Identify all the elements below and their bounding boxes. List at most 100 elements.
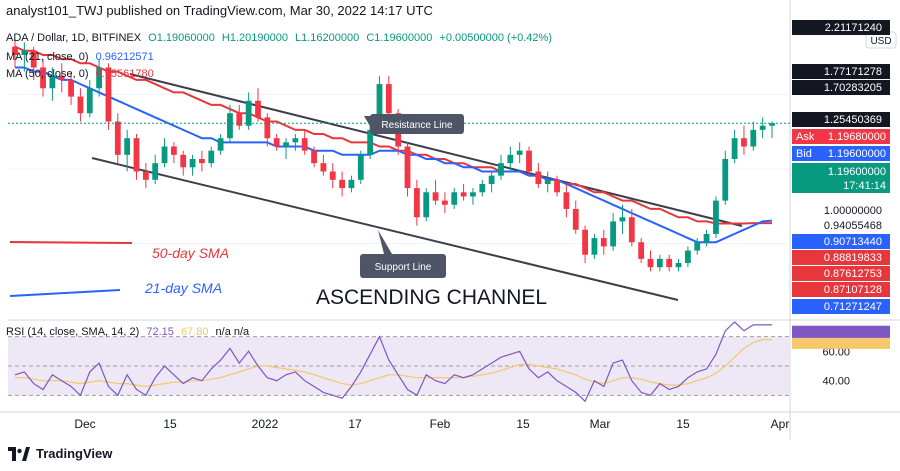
- candle-body: [292, 138, 299, 143]
- rsi-value: 72.15: [146, 326, 174, 338]
- time-label: 17: [348, 417, 362, 431]
- last-bg: [792, 163, 890, 193]
- candles: [8, 38, 790, 272]
- rsi-extra: n/a n/a: [215, 326, 250, 338]
- low-value: L1.16200000: [295, 32, 360, 44]
- high-value: H1.20190000: [221, 32, 288, 44]
- price-label-bg: [792, 266, 890, 281]
- candle-body: [423, 192, 430, 218]
- price-label-bg: [792, 299, 890, 314]
- resistance-callout: [370, 114, 464, 134]
- candle-body: [572, 208, 579, 230]
- price-label: 1.70283205: [824, 82, 882, 94]
- ma21-legend[interactable]: MA (21, close, 0) 0.96212571: [6, 51, 158, 63]
- open-value: O1.19060000: [148, 32, 215, 44]
- candle-body: [591, 238, 598, 255]
- change-value: +0.00500000 (+0.42%): [439, 32, 552, 44]
- candle-body: [385, 84, 392, 114]
- candle-body: [283, 142, 289, 147]
- candle-body: [367, 129, 374, 155]
- candle-body: [236, 113, 243, 126]
- candle-body: [227, 113, 233, 139]
- time-label: 15: [163, 417, 177, 431]
- candle-body: [554, 179, 560, 193]
- candle-body: [348, 179, 355, 189]
- candle-body: [133, 138, 140, 172]
- candle-body: [741, 138, 747, 147]
- brand-name: TradingView: [36, 446, 113, 461]
- candle-body: [161, 146, 168, 164]
- candle-body: [638, 242, 645, 259]
- sma50-key-line: [9, 241, 133, 244]
- candle-body: [600, 238, 607, 247]
- candle-body: [12, 46, 18, 55]
- candle-body: [30, 50, 37, 68]
- price-label: 0.87107128: [824, 284, 882, 296]
- rsi-band: [8, 336, 790, 396]
- candle-body: [208, 150, 215, 164]
- price-label: 0.87612753: [824, 268, 882, 280]
- time-axis[interactable]: Dec 15 2022 17 Feb 15 Mar 15 Apr: [74, 417, 789, 431]
- last-value: 1.19600000: [828, 166, 886, 178]
- sma50-annotation: 50-day SMA: [152, 245, 229, 261]
- price-label: 1.00000000: [824, 205, 882, 217]
- ma50-value: 0.95561780: [95, 68, 154, 80]
- bid-bg: [792, 146, 890, 161]
- tradingview-logo[interactable]: TradingView: [8, 446, 112, 461]
- candle-body: [58, 75, 65, 80]
- symbol-label: ADA / Dollar, 1D, BITFINEX: [6, 32, 142, 44]
- candle-body: [339, 179, 345, 189]
- price-label: 0.90713440: [824, 236, 882, 248]
- candle-body: [77, 96, 84, 114]
- candle-body: [619, 217, 626, 222]
- ma50-legend[interactable]: MA (50, close, 0) 0.95561780: [6, 68, 158, 80]
- ma50-label: MA (50, close, 0): [6, 68, 89, 80]
- candle-body: [96, 67, 103, 89]
- candle-body: [703, 233, 710, 243]
- price-label: 0.88819833: [824, 252, 882, 264]
- candle-body: [320, 163, 327, 172]
- rsi-axis-label: 40.00: [822, 376, 850, 388]
- candle-body: [526, 150, 532, 172]
- published-by: analyst101_TWJ published on TradingView.…: [6, 3, 433, 18]
- candle-body: [189, 159, 196, 168]
- candle-body: [675, 263, 682, 268]
- support-callout: [360, 254, 446, 278]
- rsi-sma-value: 67.80: [180, 326, 209, 338]
- candle-body: [535, 171, 542, 184]
- price-label-bg: [792, 282, 890, 297]
- candle-body: [647, 258, 654, 268]
- candle-body: [311, 150, 317, 164]
- price-scale[interactable]: USD 2.21171240 1.77171278 1.70283205 1.25450…: [792, 20, 897, 388]
- ask-label: Ask: [796, 131, 815, 143]
- time-label: Dec: [74, 417, 95, 431]
- bid-label: Bid: [796, 148, 812, 160]
- candle-body: [49, 75, 56, 89]
- currency-label: USD: [870, 36, 891, 47]
- candle-body: [404, 146, 411, 189]
- rsi-axis-label: 60.00: [822, 346, 850, 358]
- price-label-bg: [792, 64, 890, 79]
- ma50-line: [14, 45, 772, 225]
- candle-body: [40, 67, 46, 89]
- candle-body: [170, 146, 177, 155]
- symbol-legend[interactable]: ADA / Dollar, 1D, BITFINEX O1.19060000 H…: [6, 32, 556, 44]
- candle-body: [759, 125, 766, 130]
- candle-body: [656, 258, 663, 268]
- rsi-legend[interactable]: RSI (14, close, SMA, 14, 2) 72.15 67.80 …: [6, 326, 253, 338]
- candle-body: [442, 200, 448, 205]
- candle-body: [301, 138, 308, 151]
- candle-body: [329, 171, 336, 180]
- candle-body: [68, 79, 74, 97]
- price-label-bg: [792, 80, 890, 95]
- candle-body: [264, 117, 271, 139]
- candle-body: [21, 50, 28, 55]
- candle-body: [563, 192, 570, 209]
- candle-body: [628, 217, 635, 243]
- time-label: Mar: [590, 417, 611, 431]
- price-label-bg: [792, 112, 890, 127]
- candle-body: [142, 171, 149, 180]
- ask-value: 1.19680000: [828, 131, 886, 143]
- candle-body: [124, 138, 131, 155]
